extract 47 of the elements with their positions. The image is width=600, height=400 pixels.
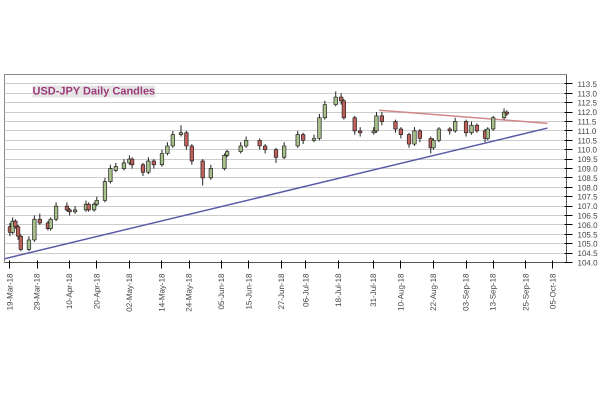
candlestick — [274, 147, 278, 164]
y-tick-label: 108.0 — [578, 183, 598, 192]
x-tick-label: 10-Apr-18 — [65, 272, 74, 310]
y-tick-label: 110.5 — [578, 136, 598, 146]
y-tick-label: 104.5 — [578, 249, 598, 258]
y-tick-label: 106.5 — [578, 212, 598, 220]
y-tick-label: 109.5 — [578, 155, 598, 164]
y-tick-label: 112.0 — [578, 108, 598, 118]
y-tick-label: 108.5 — [578, 174, 598, 183]
x-tick-label: 10-Aug-18 — [396, 272, 406, 311]
y-tick-label: 112.5 — [578, 98, 598, 108]
x-tick-label: 18-Jul-18 — [334, 272, 343, 307]
x-tick-label: 22-Aug-18 — [428, 272, 438, 311]
candlestick — [208, 164, 213, 180]
x-tick-label: 14-May-18 — [157, 272, 166, 312]
x-tick-label: 02-May-18 — [124, 272, 134, 312]
y-tick-label: 107.0 — [578, 202, 598, 212]
y-tick-label: 113.5 — [578, 80, 598, 89]
x-tick-label: 27-Jun-18 — [276, 272, 286, 310]
candlestick — [122, 158, 126, 171]
y-tick-label: 113.0 — [578, 89, 598, 98]
candlestick — [200, 158, 205, 186]
x-tick-label: 15-Jun-18 — [244, 272, 254, 310]
x-tick-label: 31-Jul-18 — [369, 272, 378, 307]
y-tick-label: 110.0 — [578, 146, 598, 155]
y-tick-label: 107.5 — [578, 192, 598, 202]
y-tick-label: 111.0 — [578, 126, 597, 136]
y-tick-label: 105.5 — [578, 230, 598, 240]
y-tick-label: 105.0 — [578, 240, 598, 249]
candlestick — [222, 152, 227, 171]
x-tick-label: 13-Sep-18 — [488, 272, 498, 311]
x-tick-label: 05-Oct-18 — [548, 272, 558, 310]
y-tick-label: 104.0 — [578, 258, 598, 268]
x-tick-label: 29-Mar-18 — [32, 272, 42, 310]
y-tick-label: 106.0 — [578, 220, 598, 230]
x-tick-label: 24-May-18 — [184, 272, 194, 312]
y-tick-label: 111.5 — [578, 118, 597, 126]
candlestick — [130, 156, 134, 169]
x-tick-label: 05-Jun-18 — [217, 272, 226, 310]
x-tick-label: 19-Mar-18 — [5, 272, 14, 310]
candlestick — [282, 142, 286, 160]
x-tick-label: 06-Jul-18 — [301, 272, 310, 307]
x-tick-label: 20-Apr-18 — [92, 272, 102, 310]
x-tick-label: 25-Sep-18 — [521, 272, 530, 311]
text: USD-JPY Daily Candles — [32, 86, 156, 98]
x-tick-label: 03-Sep-18 — [462, 272, 471, 311]
y-tick-label: 109.0 — [578, 164, 598, 174]
